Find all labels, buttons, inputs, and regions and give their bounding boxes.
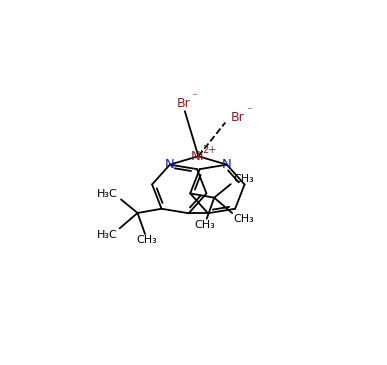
Text: Br: Br bbox=[230, 111, 244, 124]
Text: H₃C: H₃C bbox=[97, 230, 118, 239]
Text: 2+: 2+ bbox=[203, 145, 217, 155]
Text: ⁻: ⁻ bbox=[191, 92, 197, 102]
Text: N: N bbox=[222, 158, 232, 171]
Text: N: N bbox=[165, 158, 175, 171]
Text: CH₃: CH₃ bbox=[234, 214, 255, 224]
Text: CH₃: CH₃ bbox=[234, 173, 255, 184]
Text: CH₃: CH₃ bbox=[195, 220, 216, 230]
Text: ⁻: ⁻ bbox=[247, 106, 252, 116]
Text: H₃C: H₃C bbox=[97, 189, 118, 199]
Text: Ni: Ni bbox=[191, 150, 204, 163]
Text: Br: Br bbox=[176, 97, 190, 110]
Text: CH₃: CH₃ bbox=[136, 235, 157, 245]
